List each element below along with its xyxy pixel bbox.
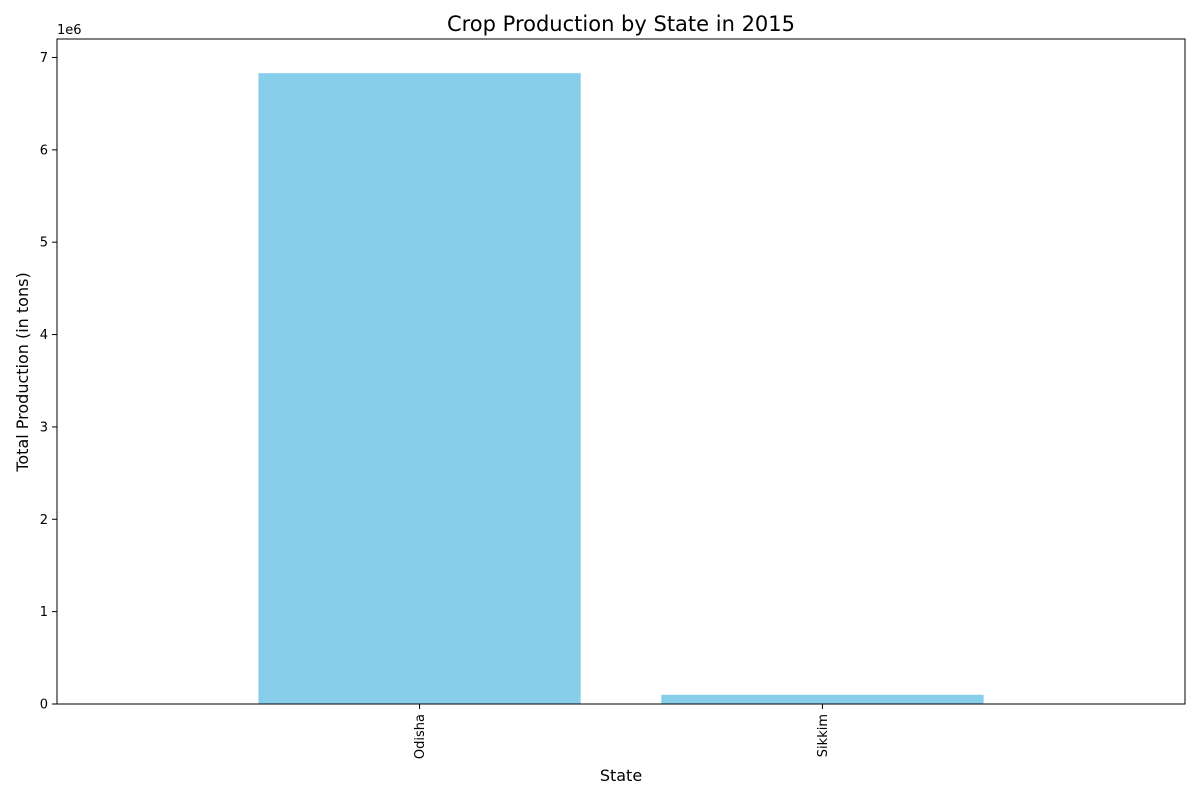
chart-title: Crop Production by State in 2015 [447, 12, 795, 36]
y-tick-label: 6 [40, 143, 48, 158]
y-tick-label: 7 [40, 51, 48, 66]
y-tick-label: 0 [40, 698, 48, 713]
y-tick-label: 2 [40, 513, 48, 528]
y-tick-label: 5 [40, 236, 48, 251]
y-axis-title: Total Production (in tons) [13, 272, 32, 472]
y-offset-label: 1e6 [57, 23, 82, 38]
y-tick-label: 4 [40, 328, 48, 343]
y-tick-label: 3 [40, 420, 48, 435]
bar-sikkim [661, 694, 984, 704]
x-axis: Odisha Sikkim [413, 704, 831, 759]
bar-odisha [258, 73, 581, 705]
y-axis: 0 1 2 3 4 5 6 7 [40, 51, 57, 713]
bars-layer [258, 73, 984, 705]
plot-frame [56, 38, 1186, 705]
y-tick-label: 1 [40, 605, 48, 620]
x-tick-label: Odisha [413, 714, 428, 759]
x-axis-title: State [600, 766, 642, 785]
x-tick-label: Sikkim [816, 714, 831, 757]
